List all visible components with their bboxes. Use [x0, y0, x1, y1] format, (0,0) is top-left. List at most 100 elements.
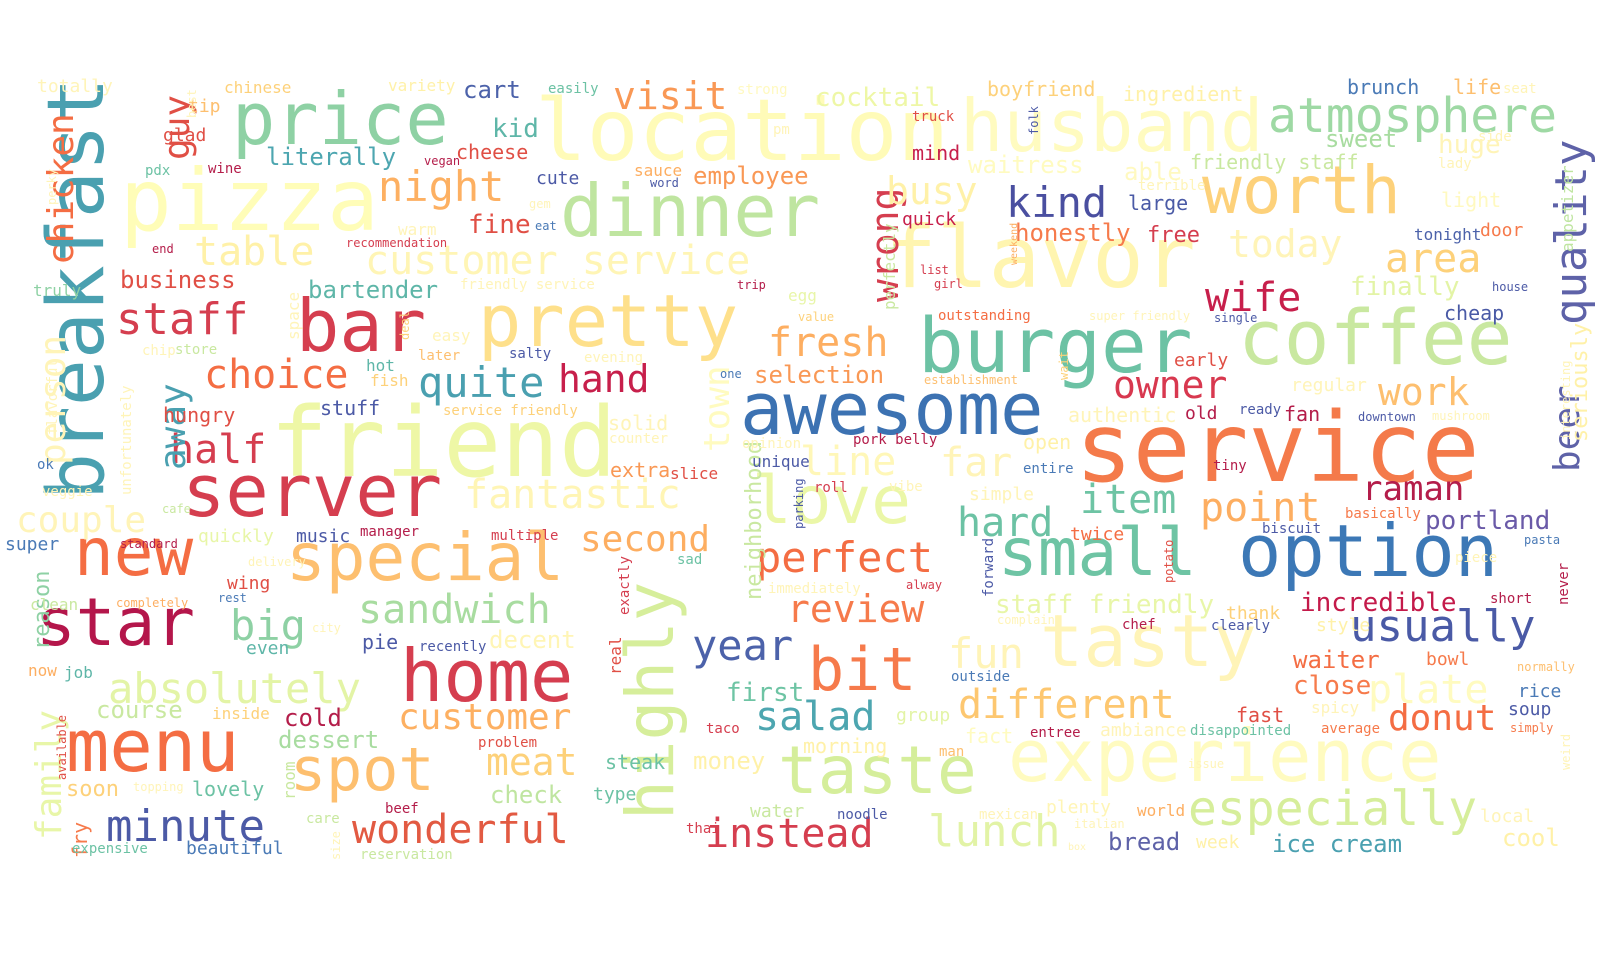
word-man: man: [939, 744, 965, 760]
word-half: half: [170, 427, 267, 473]
word-choice: choice: [204, 352, 349, 398]
word-cute: cute: [536, 168, 580, 189]
word-super: super: [5, 534, 60, 555]
word-job: job: [64, 663, 93, 682]
word-box: box: [1068, 842, 1087, 853]
word-today: today: [1228, 222, 1343, 266]
word-sweet: sweet: [1325, 125, 1398, 153]
word-big: big: [230, 601, 306, 650]
word-size: size: [329, 831, 343, 860]
word-special: special: [286, 519, 565, 596]
word-cold: cold: [284, 704, 342, 732]
word-delivery: delivery: [248, 555, 306, 569]
word-fun: fun: [948, 629, 1024, 678]
word-standard: standard: [120, 537, 178, 551]
word-alway: alway: [906, 578, 943, 592]
word-instead: instead: [705, 811, 874, 857]
word-thai: thai: [686, 821, 720, 837]
word-brunch: brunch: [1347, 75, 1420, 99]
word-chef: chef: [1122, 617, 1156, 633]
word-fine: fine: [468, 210, 531, 240]
word-roll: roll: [814, 480, 848, 496]
word-sauce: sauce: [634, 161, 683, 180]
word-piece: piece: [1455, 550, 1498, 566]
word-stuff: stuff: [320, 396, 381, 420]
word-evening: evening: [584, 350, 644, 366]
word-item: item: [1080, 477, 1177, 523]
word-outside: outside: [951, 669, 1011, 685]
word-minute: minute: [106, 801, 265, 852]
word-absolutely: absolutely: [108, 664, 361, 713]
word-dinner: dinner: [560, 169, 821, 253]
word-wine: wine: [208, 161, 242, 177]
word-friendly-staff: friendly staff: [1190, 150, 1359, 174]
word-flavor: flavor: [885, 208, 1196, 308]
word-far: far: [940, 440, 1013, 486]
word-bowl: bowl: [1426, 649, 1470, 670]
word-door: door: [1480, 220, 1524, 241]
word-available: available: [55, 714, 69, 780]
word-huge: huge: [1438, 130, 1501, 160]
word-counter: counter: [609, 431, 669, 447]
word-complaint: complaint: [997, 613, 1063, 627]
word-cool: cool: [1502, 824, 1560, 852]
word-egg: egg: [788, 286, 817, 305]
word-one: one: [720, 367, 742, 381]
word-style: style: [1316, 615, 1371, 636]
word-fast: fast: [1236, 703, 1285, 727]
word-fan: fan: [1284, 402, 1321, 426]
word-inside: inside: [212, 704, 270, 723]
word-owner: owner: [1113, 363, 1228, 407]
word-topping: topping: [133, 780, 184, 794]
word-forward: forward: [981, 537, 997, 597]
word-quickly: quickly: [198, 526, 274, 547]
word-review: review: [787, 587, 925, 631]
word-morning: morning: [803, 734, 888, 758]
word-line: line: [800, 439, 897, 485]
word-cart: cart: [463, 76, 521, 104]
word-chip: chip: [142, 343, 176, 359]
word-bartender: bartender: [308, 276, 439, 304]
word-space: space: [284, 291, 303, 340]
word-slice: slice: [670, 464, 719, 483]
word-fantastic: fantastic: [464, 472, 681, 518]
word-simple: simple: [969, 484, 1035, 505]
word-visit: visit: [613, 74, 728, 118]
word-point: point: [1200, 485, 1321, 531]
word-mushroom: mushroom: [1432, 409, 1490, 423]
word-downtown: downtown: [1358, 410, 1416, 424]
word-week: week: [1196, 832, 1240, 853]
word-free: free: [1147, 223, 1200, 248]
word-taco: taco: [706, 721, 740, 737]
word-friendly-service: friendly service: [460, 277, 595, 293]
word-usually: usually: [1350, 601, 1536, 652]
word-ice-cream: ice cream: [1272, 830, 1403, 858]
word-italian: italian: [1074, 817, 1125, 831]
word-cheese: cheese: [456, 140, 529, 164]
word-small: small: [998, 514, 1197, 591]
word-wait: wait: [1057, 351, 1071, 380]
word-recently: recently: [419, 639, 487, 655]
word-life: life: [1453, 75, 1502, 99]
word-bar: bar: [296, 284, 427, 368]
word-unique: unique: [752, 452, 810, 471]
word-able: able: [1124, 158, 1182, 186]
word-twice: twice: [1070, 524, 1125, 545]
word-staff-friendly: staff friendly: [995, 590, 1215, 620]
word-tip: tip: [188, 96, 221, 117]
word-tasty: tasty: [1040, 599, 1257, 683]
word-basically: basically: [1345, 506, 1421, 522]
word-night: night: [378, 162, 505, 211]
word-finally: finally: [1350, 272, 1460, 302]
word-waiter: waiter: [1293, 646, 1380, 674]
word-large: large: [1128, 191, 1189, 215]
word-outstanding: outstanding: [938, 308, 1031, 324]
word-atmosphere: atmosphere: [1268, 88, 1557, 144]
word-worth: worth: [1202, 152, 1401, 229]
word-boyfriend: boyfriend: [987, 77, 1096, 101]
word-entree: entree: [1030, 725, 1081, 741]
word-awesome: awesome: [740, 367, 1044, 451]
word-single: single: [1214, 311, 1258, 325]
word-different: different: [958, 682, 1175, 728]
word-hard: hard: [957, 500, 1054, 546]
